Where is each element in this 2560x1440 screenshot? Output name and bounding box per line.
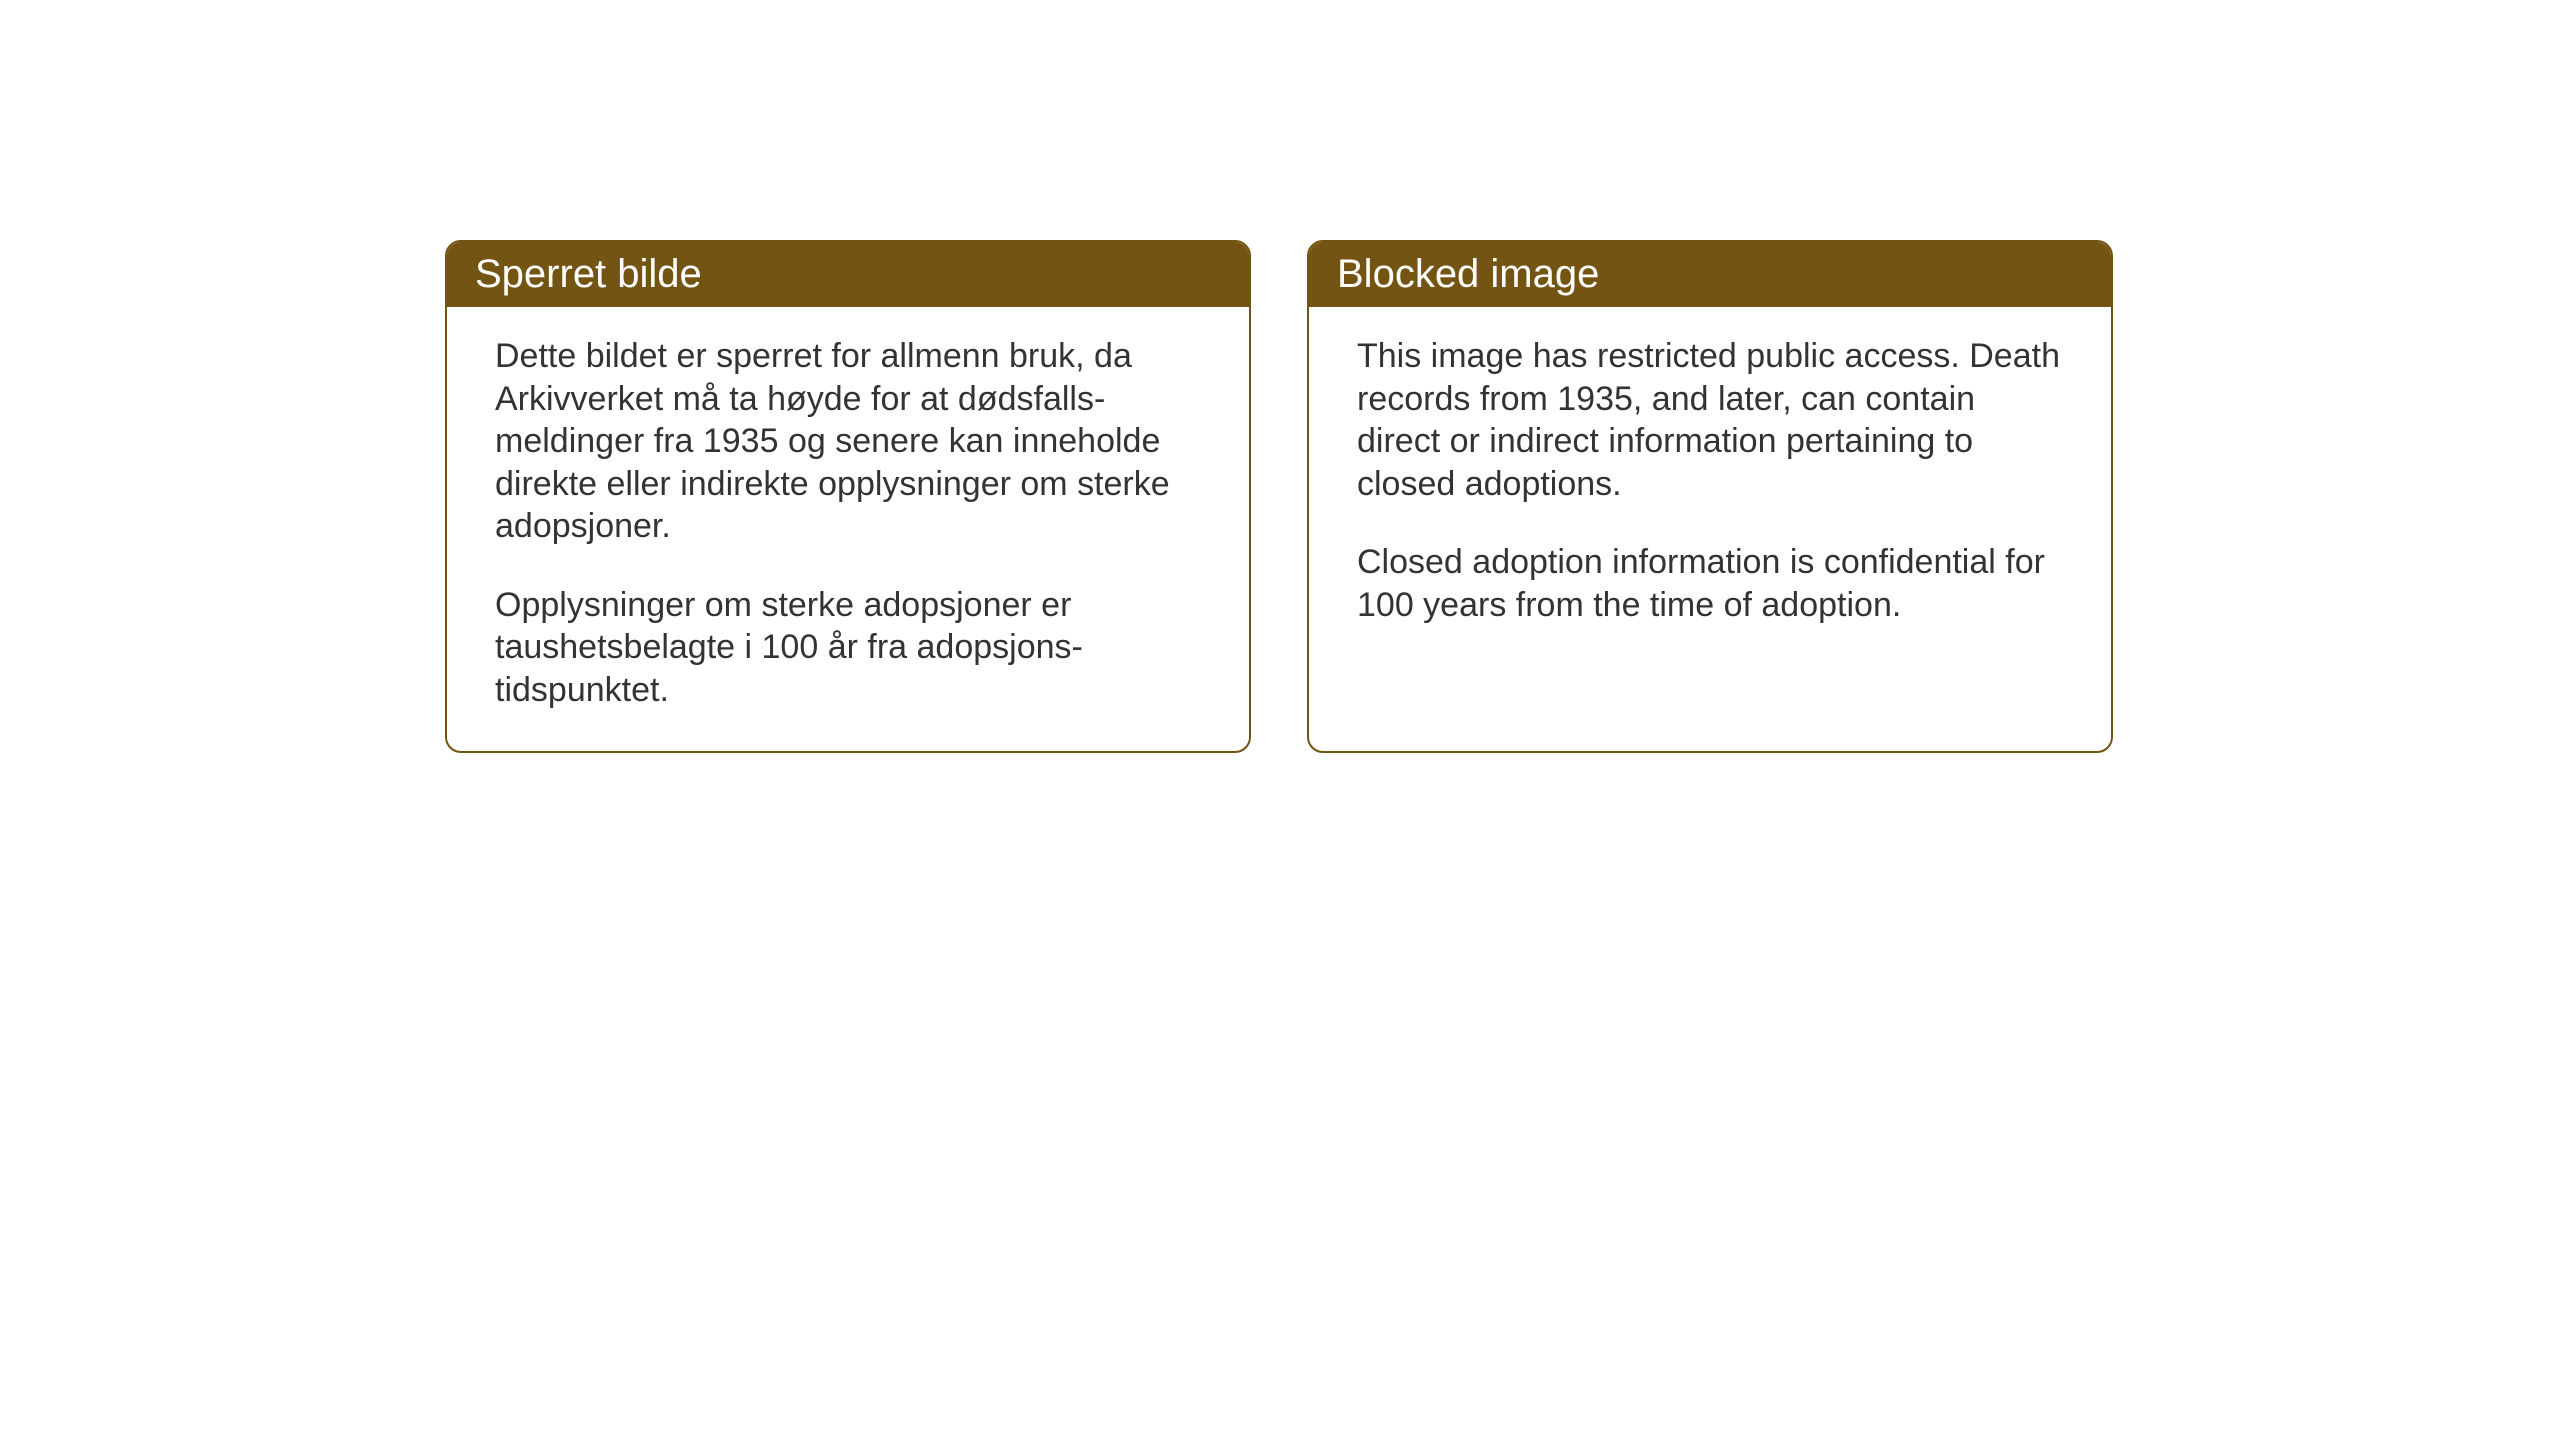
card-header-norwegian: Sperret bilde xyxy=(447,242,1249,307)
card-norwegian: Sperret bilde Dette bildet er sperret fo… xyxy=(445,240,1251,753)
card-body-english: This image has restricted public access.… xyxy=(1309,307,2111,666)
card-title-english: Blocked image xyxy=(1337,252,1599,296)
cards-container: Sperret bilde Dette bildet er sperret fo… xyxy=(445,240,2113,753)
card-paragraph: Opplysninger om sterke adopsjoner er tau… xyxy=(495,584,1201,712)
card-paragraph: This image has restricted public access.… xyxy=(1357,335,2063,505)
card-body-norwegian: Dette bildet er sperret for allmenn bruk… xyxy=(447,307,1249,751)
card-english: Blocked image This image has restricted … xyxy=(1307,240,2113,753)
card-title-norwegian: Sperret bilde xyxy=(475,252,702,296)
card-paragraph: Closed adoption information is confident… xyxy=(1357,541,2063,626)
card-header-english: Blocked image xyxy=(1309,242,2111,307)
card-paragraph: Dette bildet er sperret for allmenn bruk… xyxy=(495,335,1201,548)
